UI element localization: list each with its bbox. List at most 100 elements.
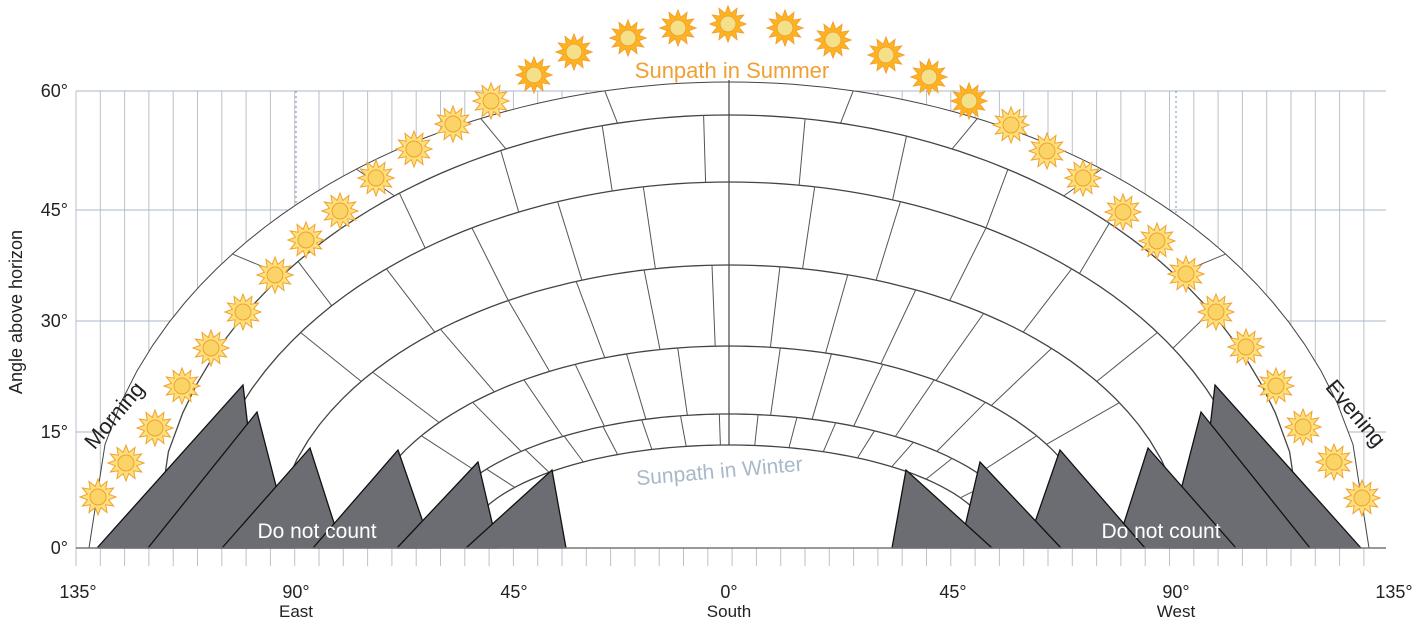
- x-tick-45-east: 45°: [500, 582, 527, 602]
- sun-icon: [223, 292, 263, 332]
- brick-joint: [398, 192, 426, 249]
- sun-icon: [471, 81, 511, 121]
- sun-icon: [1342, 478, 1382, 518]
- y-tick-0: 0°: [51, 538, 68, 558]
- sun-disc: [1294, 418, 1312, 436]
- sun-disc: [1074, 169, 1092, 187]
- sun-icon: [1166, 254, 1206, 294]
- sun-icon: [514, 55, 554, 95]
- sun-disc: [525, 66, 543, 84]
- sun-disc: [565, 43, 583, 61]
- sun-icon: [1103, 192, 1143, 232]
- sun-icon: [1137, 221, 1177, 261]
- brick-joint: [853, 364, 884, 427]
- sun-disc: [1267, 377, 1285, 395]
- sun-disc: [619, 29, 637, 47]
- sun-icon: [162, 366, 202, 406]
- brick-joint: [811, 353, 832, 420]
- brick-joint: [936, 401, 986, 452]
- brick-joint: [601, 125, 613, 192]
- sun-disc: [367, 169, 385, 187]
- brick-joint: [875, 201, 901, 281]
- brick-joint: [421, 435, 480, 474]
- sun-icon: [106, 443, 146, 483]
- brick-joint: [1079, 222, 1110, 274]
- brick-joint: [642, 186, 656, 269]
- sun-icon: [191, 328, 231, 368]
- x-tick-90-east: 90°: [282, 582, 309, 602]
- y-tick-45: 45°: [41, 200, 68, 220]
- brick-joint: [507, 300, 550, 372]
- summer-path-label: Sunpath in Summer: [635, 58, 829, 83]
- x-tick-90-west: 90°: [1162, 582, 1189, 602]
- sun-disc: [331, 202, 349, 220]
- sun-disc: [1002, 116, 1020, 134]
- brick-joint: [372, 371, 440, 423]
- y-tick-60: 60°: [41, 81, 68, 101]
- brick-joint: [880, 289, 917, 365]
- brick-joint: [788, 417, 798, 448]
- brick-joint: [990, 348, 1052, 406]
- x-sublabel-west: West: [1157, 602, 1196, 621]
- summer-sun-path: [78, 4, 1382, 518]
- sun-disc: [405, 140, 423, 158]
- sun-disc: [1148, 232, 1166, 250]
- brick-joint: [770, 347, 781, 416]
- y-tick-30: 30°: [41, 311, 68, 331]
- sun-disc: [482, 92, 500, 110]
- sun-disc: [960, 92, 978, 110]
- sun-disc: [1207, 303, 1225, 321]
- sun-icon: [135, 408, 175, 448]
- sun-icon: [356, 158, 396, 198]
- sun-icon: [394, 129, 434, 169]
- brick-joint: [891, 441, 914, 468]
- sun-disc: [824, 31, 842, 49]
- brick-joint: [602, 426, 619, 455]
- sun-icon: [991, 105, 1031, 145]
- x-tick-135-east: 135°: [59, 582, 96, 602]
- sun-icon: [909, 57, 949, 97]
- sun-icon: [1196, 292, 1236, 332]
- brick-joint: [557, 201, 583, 281]
- brick-joint: [769, 266, 781, 348]
- brick-joint: [985, 169, 1009, 229]
- brick-joint: [641, 419, 653, 450]
- sun-disc: [89, 488, 107, 506]
- sun-disc: [1177, 265, 1195, 283]
- sun-icon: [1314, 442, 1354, 482]
- brick-joint: [925, 458, 953, 480]
- sun-icon: [813, 20, 853, 60]
- brick-joint: [1046, 402, 1120, 445]
- sun-disc: [117, 454, 135, 472]
- brick-joint: [480, 118, 507, 150]
- sun-icon: [866, 35, 906, 75]
- sun-icon: [554, 32, 594, 72]
- brick-joint: [472, 401, 522, 452]
- sun-icon: [1063, 158, 1103, 198]
- brick-joint: [385, 268, 436, 333]
- brick-joint: [604, 90, 618, 124]
- x-sublabel-east: East: [279, 602, 313, 621]
- brick-joint: [840, 90, 854, 124]
- brick-joint: [575, 281, 606, 358]
- brick-joint: [486, 468, 516, 488]
- y-tick-15: 15°: [41, 422, 68, 442]
- sun-disc: [234, 303, 252, 321]
- brick-joint: [500, 150, 520, 213]
- sun-disc: [297, 231, 315, 249]
- brick-joint: [523, 379, 564, 437]
- brick-joint: [857, 430, 875, 459]
- brick-joint: [471, 227, 509, 301]
- x-sublabel-south: South: [707, 602, 751, 621]
- brick-joint: [754, 414, 759, 446]
- sun-disc: [1237, 338, 1255, 356]
- sun-icon: [708, 4, 748, 44]
- brick-joint: [440, 328, 495, 393]
- sun-disc: [877, 46, 895, 64]
- sun-icon: [286, 220, 326, 260]
- brick-joint: [802, 186, 816, 269]
- sun-disc: [776, 19, 794, 37]
- sun-icon: [1027, 131, 1067, 171]
- brick-joint: [300, 332, 362, 382]
